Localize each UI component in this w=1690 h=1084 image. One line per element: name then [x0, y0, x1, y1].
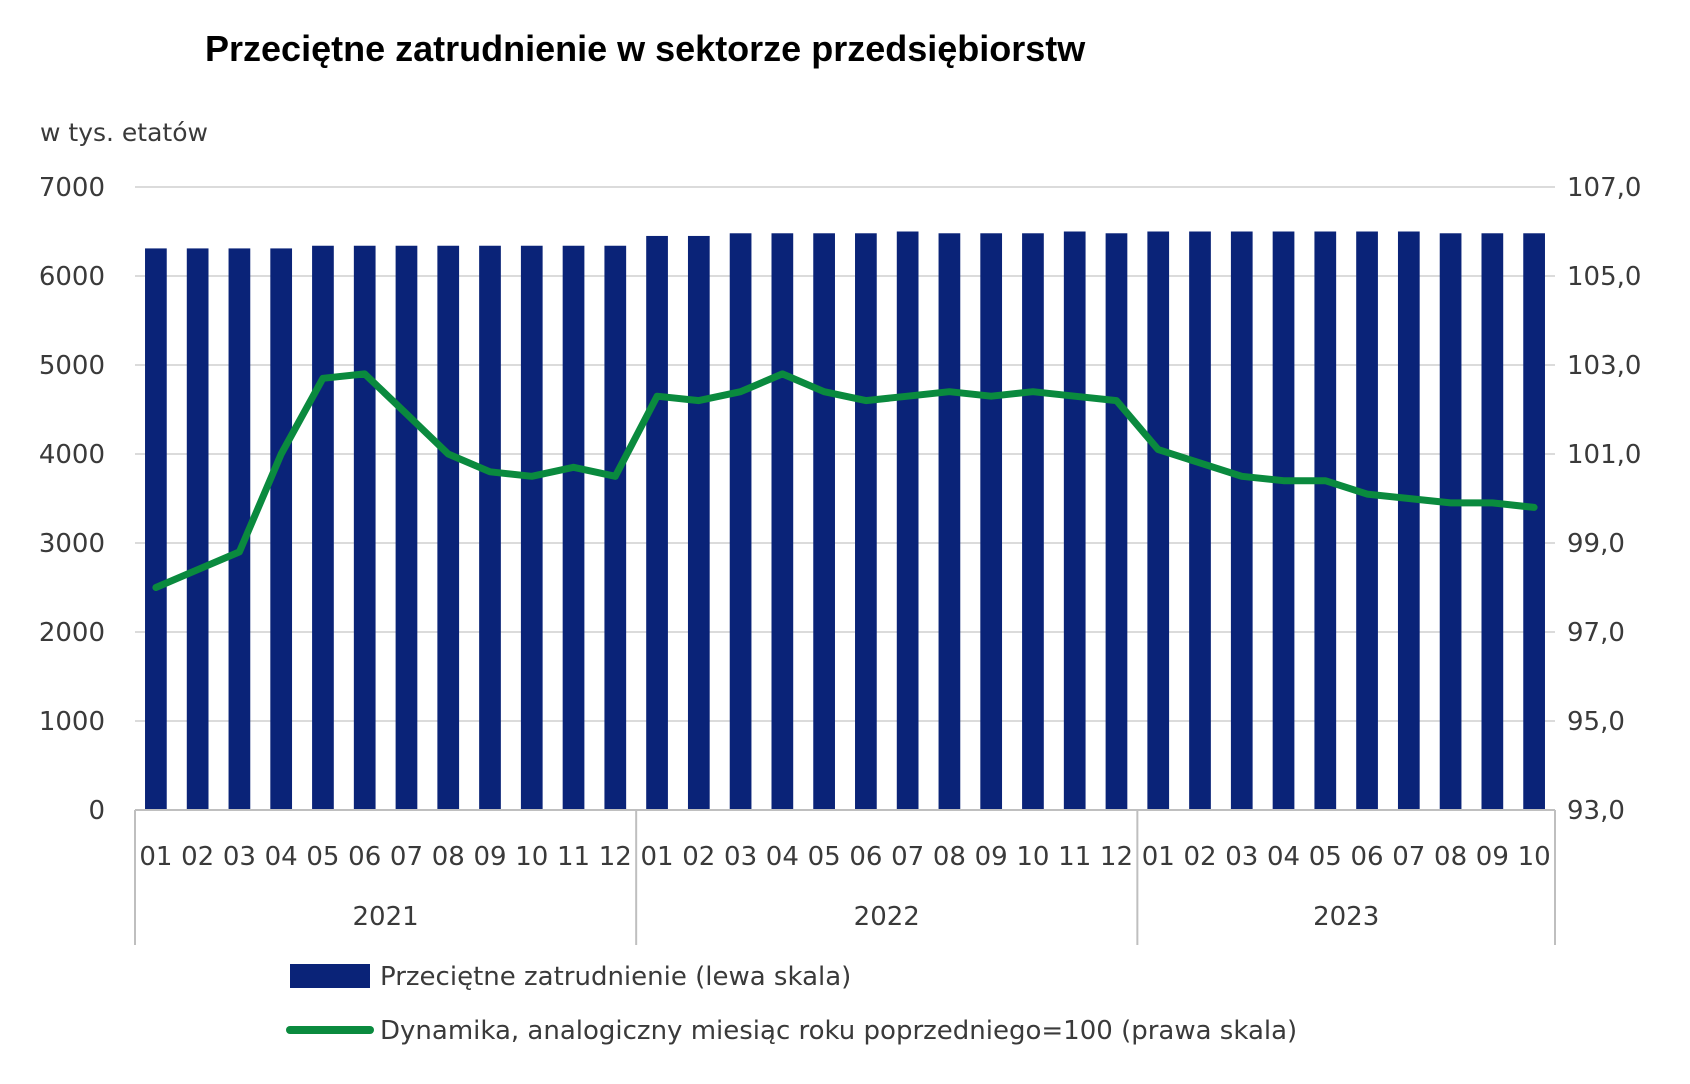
bar	[1397, 231, 1420, 810]
bar	[1230, 231, 1253, 810]
x-axis-category-label: 01	[641, 842, 674, 872]
y-axis-tick-label: 1000	[39, 707, 105, 737]
x-axis-category-label: 09	[975, 842, 1008, 872]
bar	[228, 248, 251, 810]
bar	[353, 245, 376, 811]
x-axis-category-label: 11	[1058, 842, 1091, 872]
x-axis-category-label: 02	[1183, 842, 1216, 872]
bar	[562, 245, 585, 811]
gridlines	[135, 186, 1555, 722]
dynamics-line	[152, 370, 1538, 591]
x-axis-category-label: 03	[1225, 842, 1258, 872]
y-axis-tick-label: 0	[88, 796, 105, 826]
bar	[896, 231, 919, 810]
bar	[855, 233, 877, 810]
bar	[270, 248, 293, 810]
x-axis-category-label: 05	[808, 842, 841, 872]
bar-series	[145, 231, 1545, 811]
bar	[813, 233, 835, 810]
x-axis-category-label: 05	[1309, 842, 1342, 872]
y-axis-unit-label: w tys. etatów	[40, 118, 208, 147]
bar	[771, 233, 794, 810]
bar	[1147, 231, 1170, 810]
bar	[604, 245, 627, 811]
bar	[1189, 231, 1211, 810]
x-axis-category-label: 08	[933, 842, 966, 872]
x-axis-category-label: 05	[306, 842, 339, 872]
bar	[1356, 231, 1378, 810]
bar	[729, 233, 752, 810]
bar	[1523, 233, 1545, 810]
x-axis-category-label: 04	[1267, 842, 1300, 872]
x-axis-category-label: 01	[1142, 842, 1175, 872]
bar	[437, 245, 460, 811]
x-axis-category-label: 07	[390, 842, 423, 872]
y2-axis-tick-label: 103,0	[1567, 351, 1641, 381]
x-axis-category-label: 07	[1392, 842, 1425, 872]
y-axis-tick-label: 2000	[39, 618, 105, 648]
y2-axis-tick-label: 93,0	[1567, 796, 1625, 826]
x-axis-group-label: 2023	[1313, 902, 1379, 932]
x-axis-category-label: 10	[1016, 842, 1049, 872]
x-axis-group-label: 2021	[353, 902, 419, 932]
x-axis-category-label: 02	[682, 842, 715, 872]
x-axis-category-label: 06	[348, 842, 381, 872]
bar	[646, 235, 668, 810]
y-axis-tick-label: 7000	[39, 173, 105, 203]
x-axis-category-label: 08	[1434, 842, 1467, 872]
bar	[395, 245, 418, 811]
bar	[1314, 231, 1337, 810]
y2-axis-tick-label: 97,0	[1567, 618, 1625, 648]
y-axis-tick-label: 6000	[39, 262, 105, 292]
y2-axis-tick-label: 107,0	[1567, 173, 1641, 203]
x-axis-category-label: 02	[181, 842, 214, 872]
bar	[186, 248, 209, 810]
bar	[1105, 233, 1128, 810]
x-axis-category-label: 12	[1100, 842, 1133, 872]
bar	[1063, 231, 1086, 810]
axes: 0 1000 2000 3000 4000 5000 6000 7000 93,0 95,0 97,…	[39, 173, 1641, 945]
bar	[520, 245, 543, 811]
bar	[938, 233, 961, 810]
x-axis-category-label: 07	[891, 842, 924, 872]
x-axis-category-label: 06	[849, 842, 882, 872]
bar	[1272, 231, 1295, 810]
bar	[312, 245, 334, 811]
x-axis-group-label: 2022	[854, 902, 920, 932]
bar	[1481, 233, 1504, 810]
y2-axis-tick-label: 101,0	[1567, 440, 1641, 470]
legend-label-line: Dynamika, analogiczny miesiąc roku poprz…	[380, 1016, 1297, 1046]
y2-axis-tick-label: 105,0	[1567, 262, 1641, 292]
legend-label-bars: Przeciętne zatrudnienie (lewa skala)	[380, 962, 851, 992]
x-axis-category-label: 08	[432, 842, 465, 872]
x-axis-category-label: 01	[139, 842, 172, 872]
y2-axis-tick-label: 99,0	[1567, 529, 1625, 559]
x-axis-category-label: 11	[557, 842, 590, 872]
x-axis-category-label: 04	[766, 842, 799, 872]
legend-swatch-bars	[290, 964, 370, 988]
y2-axis-tick-label: 95,0	[1567, 707, 1625, 737]
x-axis-category-label: 10	[1518, 842, 1551, 872]
bar	[1439, 233, 1462, 810]
x-axis-category-label: 04	[265, 842, 298, 872]
legend: Przeciętne zatrudnienie (lewa skala) Dyn…	[286, 962, 1297, 1046]
x-axis-category-label: 03	[223, 842, 256, 872]
x-axis-category-label: 09	[1476, 842, 1509, 872]
bar	[145, 248, 167, 810]
bar	[687, 235, 710, 810]
bar	[479, 245, 501, 811]
x-axis-category-label: 06	[1351, 842, 1384, 872]
x-axis-category-label: 10	[515, 842, 548, 872]
line-series	[152, 370, 1538, 591]
x-axis-category-label: 03	[724, 842, 757, 872]
chart-title: Przeciętne zatrudnienie w sektorze przed…	[205, 28, 1086, 69]
bar	[980, 233, 1003, 810]
y-axis-tick-label: 3000	[39, 529, 105, 559]
y-axis-tick-label: 4000	[39, 440, 105, 470]
bar	[1022, 233, 1044, 810]
y-axis-tick-label: 5000	[39, 351, 105, 381]
x-axis-category-label: 12	[599, 842, 632, 872]
x-axis-category-label: 09	[473, 842, 506, 872]
